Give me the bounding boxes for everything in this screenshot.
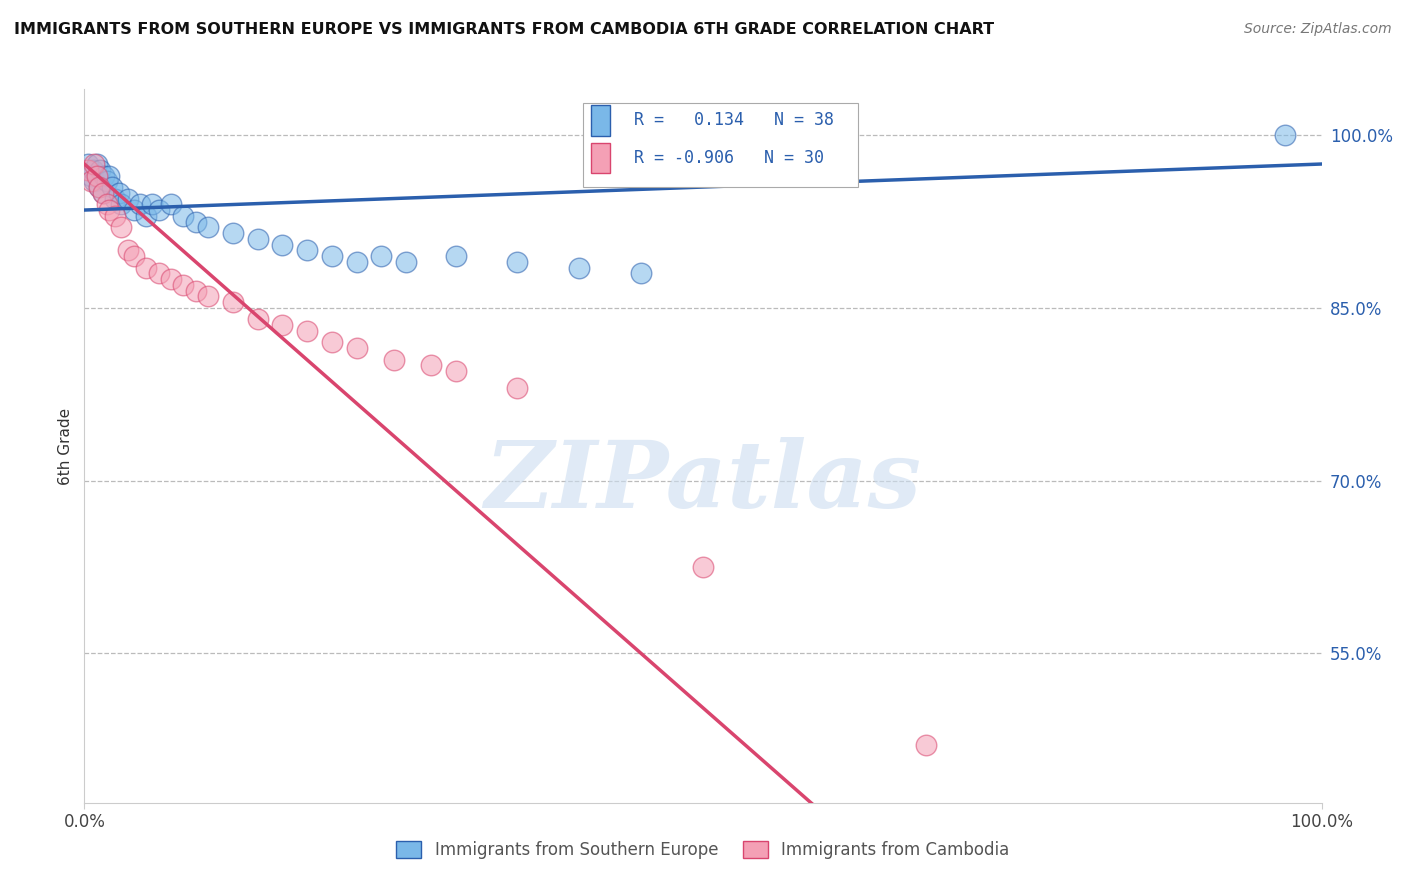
Y-axis label: 6th Grade: 6th Grade (58, 408, 73, 484)
Point (271, 318, 294, 333)
Point (89, 162, 111, 177)
Point (506, 381, 529, 395)
Text: IMMIGRANTS FROM SOUTHERN EUROPE VS IMMIGRANTS FROM CAMBODIA 6TH GRADE CORRELATIO: IMMIGRANTS FROM SOUTHERN EUROPE VS IMMIG… (14, 22, 994, 37)
Point (96, 174, 118, 188)
Point (110, 197, 132, 211)
Point (184, 284, 207, 298)
Point (79, 169, 101, 183)
Text: R = -0.906   N = 30: R = -0.906 N = 30 (634, 149, 824, 167)
Point (104, 209, 127, 223)
Point (148, 266, 170, 280)
Point (222, 295, 245, 310)
Point (98, 202, 121, 217)
Point (89, 180, 111, 194)
Point (89, 180, 111, 194)
Point (141, 197, 163, 211)
Point (321, 335, 343, 350)
Point (86, 169, 108, 183)
Point (110, 220, 132, 235)
Point (148, 202, 170, 217)
Point (692, 559, 714, 574)
Point (197, 220, 219, 235)
Point (93, 169, 115, 183)
Point (129, 197, 152, 211)
Point (104, 192, 127, 206)
Point (117, 244, 139, 258)
Point (91, 186, 114, 200)
Point (122, 202, 145, 217)
Point (370, 249, 392, 263)
Point (135, 209, 157, 223)
Point (117, 192, 139, 206)
Point (83, 157, 105, 171)
Text: R =   0.134   N = 38: R = 0.134 N = 38 (634, 112, 834, 129)
Point (382, 352, 405, 367)
Point (419, 359, 441, 373)
Point (246, 312, 269, 326)
Point (77, 157, 100, 171)
Point (346, 341, 368, 355)
Point (295, 244, 318, 258)
Point (83, 174, 105, 188)
Point (100, 180, 122, 194)
Point (172, 277, 194, 292)
Point (506, 255, 529, 269)
Point (271, 237, 294, 252)
Point (91, 186, 114, 200)
Point (197, 289, 219, 303)
Point (395, 255, 418, 269)
Point (79, 174, 101, 188)
Point (98, 169, 121, 183)
Point (86, 157, 108, 171)
Point (630, 266, 652, 280)
Point (77, 162, 100, 177)
Point (184, 214, 207, 228)
Legend: Immigrants from Southern Europe, Immigrants from Cambodia: Immigrants from Southern Europe, Immigra… (389, 834, 1017, 866)
Point (122, 249, 145, 263)
Point (295, 324, 318, 338)
Point (568, 260, 591, 275)
Point (108, 186, 131, 200)
Point (160, 197, 183, 211)
Point (246, 232, 269, 246)
Point (96, 197, 118, 211)
Text: Source: ZipAtlas.com: Source: ZipAtlas.com (1244, 22, 1392, 37)
Point (444, 249, 467, 263)
Point (172, 209, 194, 223)
Point (1274, 128, 1296, 143)
Point (160, 272, 183, 286)
Point (444, 364, 467, 378)
Point (222, 226, 245, 240)
Point (321, 249, 343, 263)
Point (346, 255, 368, 269)
Text: ZIPatlas: ZIPatlas (485, 437, 921, 526)
Point (135, 260, 157, 275)
Point (914, 738, 936, 752)
Point (82, 162, 104, 177)
